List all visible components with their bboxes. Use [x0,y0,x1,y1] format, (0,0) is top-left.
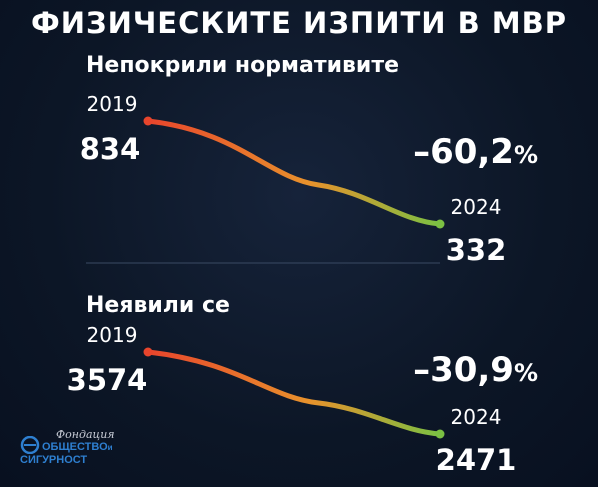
point-start-1 [143,347,153,357]
change-value-0: –60,2 [413,132,514,172]
series-line-0 [145,118,443,227]
logo-line1-small: и [107,443,113,452]
year-start-label-1: 2019 [87,323,138,347]
change-value-1: –30,9 [413,350,514,390]
globe-icon [20,436,40,454]
logo-line1: ОБЩЕСТВОи [42,441,113,453]
value-start-label-0: 834 [80,132,141,166]
logo-script-text: Фондация [56,428,115,441]
point-end-1 [435,429,445,439]
value-end-label-0: 332 [446,233,507,267]
logo-line2: СИГУРНОСТ [20,454,88,466]
series-line-1 [145,349,443,437]
change-label-1: –30,9% [413,350,538,390]
year-end-label-1: 2024 [451,405,502,429]
year-end-label-0: 2024 [451,195,502,219]
value-start-label-1: 3574 [67,363,148,397]
value-end-label-1: 2471 [436,443,517,477]
point-start-0 [143,116,153,126]
change-unit-1: % [514,359,538,387]
main-title: ФИЗИЧЕСКИТЕ ИЗПИТИ В МВР [30,6,568,40]
panel-title-1: Неявили се [86,293,230,318]
year-start-label-0: 2019 [87,92,138,116]
change-label-0: –60,2% [413,132,538,172]
point-end-0 [435,219,445,229]
panel-title-0: Непокрили нормативите [86,53,399,78]
foundation-logo: Фондация ОБЩЕСТВОи СИГУРНОСТ [20,428,135,470]
logo-line1-main: ОБЩЕСТВО [42,441,108,453]
change-unit-0: % [514,141,538,169]
